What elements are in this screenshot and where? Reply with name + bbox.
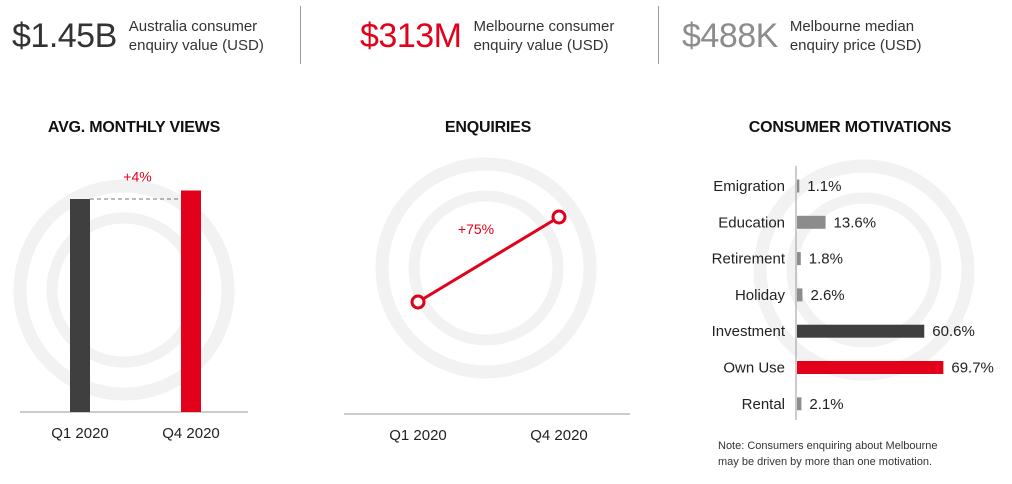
bar	[797, 252, 801, 266]
bar	[797, 324, 925, 338]
kpi-label: Melbourne median enquiry price (USD)	[790, 17, 922, 55]
bar	[797, 361, 944, 374]
chart-enquiries: Q1 2020 Q4 2020 +75%	[344, 209, 630, 444]
kpi-melbourne-median-price: $488K Melbourne median enquiry price (US…	[682, 10, 922, 62]
series-line	[417, 215, 560, 304]
bar	[181, 190, 201, 412]
category-label: Emigration	[713, 178, 785, 195]
change-label: +75%	[458, 221, 494, 237]
chart-footnote: Note: Consumers enquiring about Melbourn…	[718, 438, 938, 470]
kpi-australia-enquiry-value: $1.45B Australia consumer enquiry value …	[12, 10, 264, 62]
kpi-label-line: enquiry value (USD)	[473, 37, 609, 54]
chart-title-enquiries: ENQUIRIES	[444, 119, 532, 136]
x-tick-label: Q1 2020	[51, 425, 109, 442]
kpi-label-line: enquiry price (USD)	[789, 37, 922, 54]
value-label: 13.6%	[834, 214, 877, 231]
data-point	[410, 294, 426, 310]
chart-title-views: AVG. MONTHLY VIEWS	[47, 119, 221, 136]
x-tick-label: Q4 2020	[162, 425, 220, 442]
category-label: Rental	[742, 396, 785, 413]
kpi-value: $313M	[360, 17, 462, 55]
kpi-label-line: enquiry value (USD)	[128, 37, 264, 54]
kpi-divider	[300, 6, 301, 64]
kpi-value: $488K	[682, 17, 778, 55]
chart-consumer-motivations: Emigration 1.1% Education 13.6% Retirement 1.…	[712, 166, 994, 420]
watermark-logo-icon	[753, 159, 975, 381]
x-tick-label: Q4 2020	[530, 427, 588, 444]
bar	[797, 215, 826, 229]
category-label: Holiday	[735, 287, 786, 304]
watermark-logo-icon	[375, 157, 597, 379]
value-label: 60.6%	[932, 323, 975, 340]
value-label: 1.1%	[807, 178, 841, 195]
value-label: 2.1%	[809, 396, 843, 413]
value-label: 1.8%	[809, 251, 843, 268]
kpi-label-line: Melbourne median	[789, 18, 915, 35]
category-label: Retirement	[712, 251, 786, 268]
change-label: +4%	[123, 168, 151, 184]
bar	[70, 199, 90, 412]
kpi-label-line: Melbourne consumer	[473, 18, 615, 35]
value-label: 69.7%	[951, 360, 994, 377]
chart-title-motivations: CONSUMER MOTIVATIONS	[748, 119, 952, 136]
data-point	[551, 209, 567, 225]
bar	[797, 179, 800, 193]
kpi-divider	[658, 6, 659, 64]
bar	[797, 397, 802, 411]
kpi-label: Melbourne consumer enquiry value (USD)	[473, 17, 614, 55]
note-line: may be driven by more than one motivatio…	[718, 456, 933, 468]
kpi-value: $1.45B	[12, 17, 117, 55]
kpi-label-line: Australia consumer	[128, 18, 258, 35]
x-tick-label: Q1 2020	[389, 427, 447, 444]
kpi-melbourne-enquiry-value: $313M Melbourne consumer enquiry value (…	[360, 10, 614, 62]
value-label: 2.6%	[810, 287, 844, 304]
note-line: Note: Consumers enquiring about Melbourn…	[718, 440, 938, 452]
chart-avg-monthly-views: Q1 2020 Q4 2020 +4%	[20, 168, 248, 442]
category-label: Investment	[712, 323, 786, 340]
kpi-label: Australia consumer enquiry value (USD)	[129, 17, 264, 55]
bar	[797, 288, 803, 302]
category-label: Education	[718, 214, 785, 231]
category-label: Own Use	[723, 360, 785, 377]
